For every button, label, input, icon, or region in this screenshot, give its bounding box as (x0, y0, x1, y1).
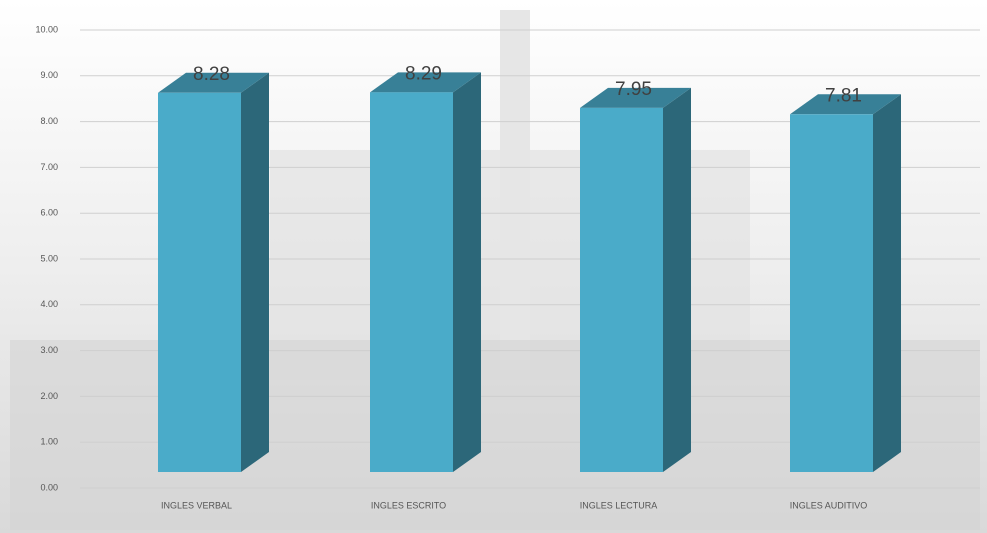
value-label: 8.28 (193, 64, 230, 85)
bar-front (790, 114, 873, 472)
x-tick-label: INGLES AUDITIVO (790, 500, 868, 510)
background-building (500, 10, 530, 370)
bar-top (158, 72, 269, 93)
y-tick-label: 1.00 (40, 437, 58, 447)
value-label: 8.29 (405, 63, 442, 84)
bar (790, 94, 901, 472)
y-tick-label: 9.00 (40, 70, 58, 80)
y-tick-label: 0.00 (40, 482, 58, 492)
value-label: 7.81 (825, 85, 862, 106)
x-tick-label: INGLES ESCRITO (371, 500, 446, 510)
value-label: 7.95 (615, 79, 652, 100)
bar-front (158, 92, 241, 472)
y-tick-label: 4.00 (40, 299, 58, 309)
bar-side (663, 87, 691, 472)
x-tick-label: INGLES VERBAL (161, 500, 232, 510)
bar-top (580, 87, 691, 108)
x-tick-label: INGLES LECTURA (580, 500, 658, 510)
bar-front (370, 92, 453, 473)
bar-front (580, 107, 663, 472)
bar-top (370, 72, 481, 93)
y-tick-label: 6.00 (40, 208, 58, 218)
y-tick-label: 8.00 (40, 116, 58, 126)
bar-side (241, 72, 269, 472)
y-tick-label: 5.00 (40, 253, 58, 263)
bar (580, 87, 691, 472)
bar (158, 72, 269, 472)
bar-side (873, 94, 901, 472)
y-tick-label: 7.00 (40, 162, 58, 172)
bar-top (790, 94, 901, 115)
y-tick-label: 3.00 (40, 345, 58, 355)
bar-side (453, 72, 481, 473)
bar (370, 72, 481, 473)
y-tick-label: 10.00 (35, 24, 58, 34)
y-tick-label: 2.00 (40, 391, 58, 401)
